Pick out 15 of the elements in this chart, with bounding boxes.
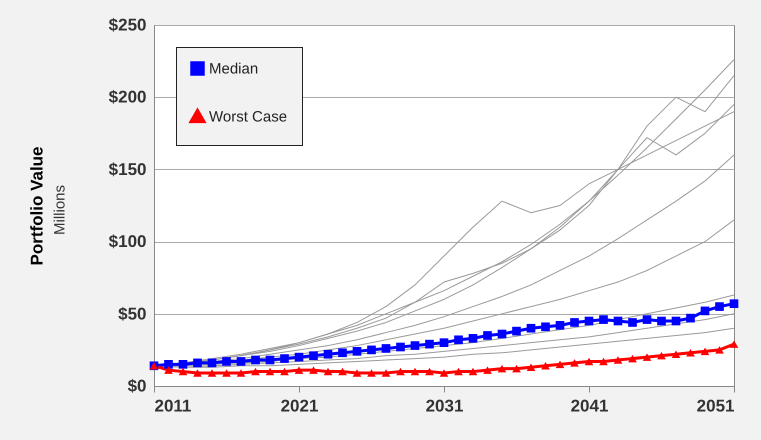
x-tick-label: 2031: [426, 396, 464, 416]
x-tick-label: 2051: [696, 396, 734, 416]
x-tick-label: 2021: [280, 396, 318, 416]
y-axis-title: Portfolio Value: [28, 146, 47, 266]
text: Millions: [52, 184, 68, 236]
y-tick-label: $150: [108, 160, 146, 179]
y-tick-label: $200: [108, 88, 146, 107]
legend-label: Worst Case: [209, 108, 288, 126]
y-tick-label: $50: [118, 304, 146, 324]
y-tick-label: $0: [128, 376, 146, 396]
x-tick-label: 2011: [154, 396, 192, 416]
y-tick-label: $100: [108, 232, 146, 252]
x-tick-label: 2041: [570, 396, 608, 416]
y-tick-label: $250: [108, 16, 146, 34]
legend-label: Median: [209, 60, 258, 78]
